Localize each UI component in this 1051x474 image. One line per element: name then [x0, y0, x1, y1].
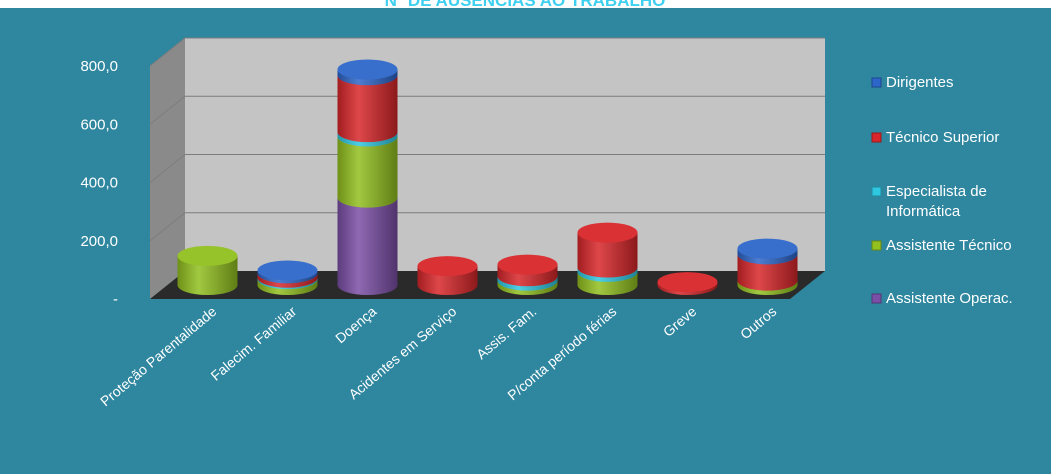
bar-segment — [257, 260, 318, 284]
bar-body — [337, 75, 398, 143]
bar-top — [657, 272, 718, 293]
bar-top — [417, 256, 478, 277]
bar-top — [497, 254, 558, 275]
legend-label: Especialista de Informática — [886, 183, 987, 220]
bar-body — [337, 136, 398, 208]
bar-segment — [417, 256, 478, 295]
bar-segment — [577, 222, 638, 278]
gridline — [149, 154, 825, 183]
gridline — [149, 212, 825, 242]
floor — [150, 271, 825, 299]
bar-body — [337, 197, 398, 295]
bar-top — [337, 59, 398, 80]
bar-segment — [497, 254, 558, 287]
gridline — [149, 95, 825, 125]
y-tick-label: 600,0 — [80, 116, 118, 133]
bar-top — [577, 222, 638, 243]
legend-swatch — [871, 186, 882, 197]
gridlines — [149, 37, 825, 242]
y-axis-ticks: - 200,0 400,0 600,0 800,0 — [80, 58, 118, 308]
chart-title: Nº DE AUSÊNCIAS AO TRABALHO — [385, 0, 666, 10]
bar-body — [177, 255, 238, 295]
bar-top — [257, 260, 318, 281]
legend-label: Assistente Operac. — [886, 290, 1013, 307]
bars — [177, 59, 798, 295]
y-tick-label: 800,0 — [80, 58, 118, 75]
plot-walls — [150, 38, 825, 299]
bar-segment — [657, 272, 718, 295]
y-tick-label: 400,0 — [80, 175, 118, 192]
legend-swatch — [871, 77, 882, 88]
y-tick-label: - — [113, 291, 118, 308]
bar-segment — [337, 59, 398, 86]
legend-label: Dirigentes — [886, 74, 954, 91]
bar-body — [737, 254, 798, 291]
legend-swatch — [871, 293, 882, 304]
legend-label: Técnico Superior — [886, 129, 999, 146]
chart-top-band — [0, 0, 1051, 8]
y-tick-label: 200,0 — [80, 233, 118, 250]
legend-label: Assistente Técnico — [886, 237, 1012, 254]
bar-top — [177, 245, 238, 266]
bar-top — [737, 238, 798, 259]
legend-swatch — [871, 132, 882, 143]
bar-body — [577, 232, 638, 278]
legend-swatch — [871, 240, 882, 251]
legend: Dirigentes Técnico Superior Especialista d… — [871, 74, 1013, 307]
bar-segment — [737, 238, 798, 265]
gridline — [149, 37, 825, 67]
bar-segment — [177, 245, 238, 295]
